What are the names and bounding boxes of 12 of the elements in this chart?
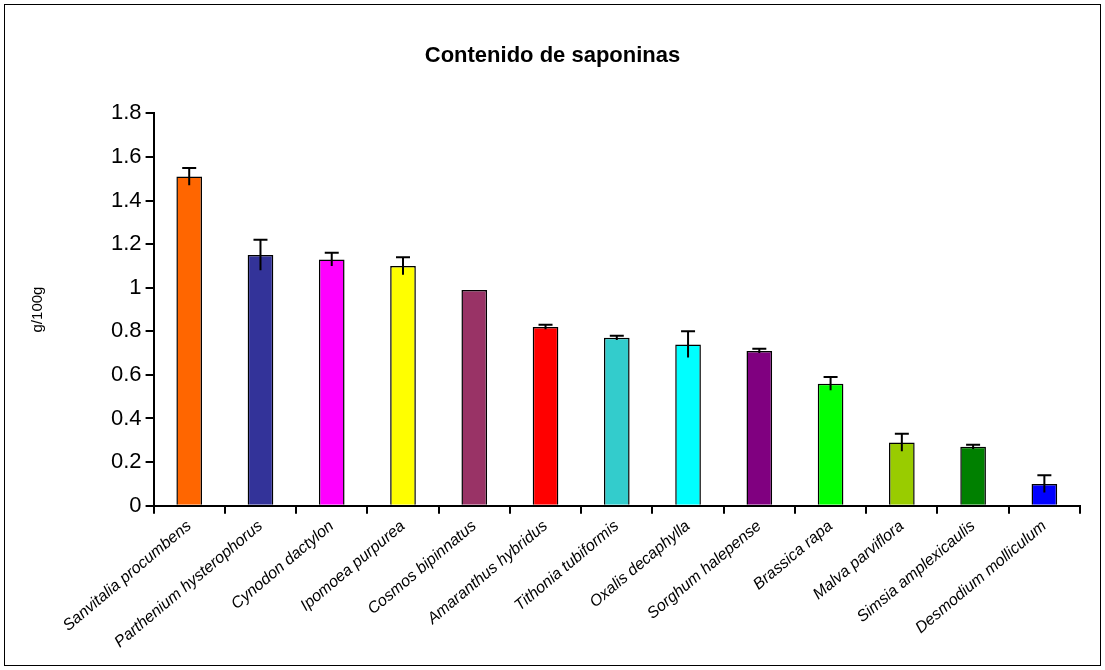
y-tick-label: 0.4	[110, 404, 142, 430]
y-tick-label: 1	[129, 273, 142, 299]
y-tick-label: 1.4	[110, 186, 142, 212]
y-tick-label: 0.8	[110, 317, 142, 343]
y-axis-title: g/100g	[28, 286, 46, 333]
y-tick-label: 0.2	[110, 448, 142, 474]
y-tick-label: 0.6	[110, 360, 142, 386]
y-tick-label: 1.6	[110, 143, 142, 169]
chart-title: Contenido de saponinas	[424, 42, 681, 68]
y-tick-label: 0	[129, 491, 142, 517]
y-tick-label: 1.2	[110, 230, 142, 256]
y-tick-label: 1.8	[110, 99, 142, 125]
